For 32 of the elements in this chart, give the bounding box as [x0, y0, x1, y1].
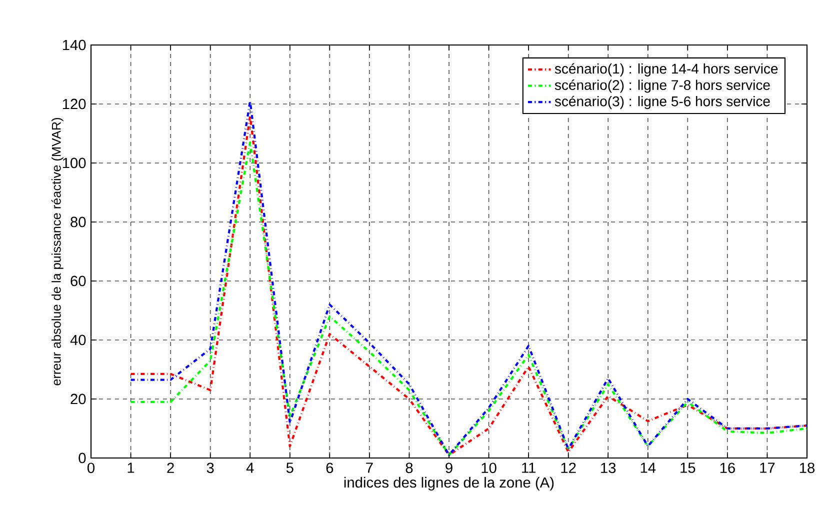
x-tick-label: 4	[246, 462, 254, 473]
y-tick-label: 0	[78, 452, 86, 464]
x-tick-label: 18	[800, 462, 815, 474]
legend-label: scénario(2) : ligne 7-8 hors service	[554, 80, 770, 93]
x-tick-label: 5	[286, 462, 294, 473]
x-tick-label: 12	[561, 462, 576, 473]
x-tick-label: 6	[326, 462, 334, 474]
x-tick-label: 16	[720, 462, 735, 474]
x-tick-label: 9	[446, 462, 452, 474]
x-tick-label: 8	[406, 462, 413, 474]
x-axis-title: indices des lignes de la zone (A)	[344, 476, 554, 491]
x-tick-label: 10	[482, 462, 496, 474]
y-tick-label: 140	[62, 40, 86, 50]
y-tick-label: 100	[62, 158, 86, 168]
y-tick-label: 120	[62, 98, 86, 110]
y-tick-label: 60	[70, 276, 86, 286]
legend-label: scénario(3) : ligne 5-6 hors service	[554, 96, 770, 110]
x-tick-label: 1	[128, 462, 134, 473]
x-tick-label: 17	[760, 462, 775, 473]
y-tick-label: 80	[70, 216, 86, 228]
legend-label: scénario(1) : ligne 14-4 hors service	[554, 63, 778, 76]
x-tick-label: 14	[640, 462, 656, 473]
x-tick-label: 0	[87, 462, 94, 474]
x-tick-label: 11	[522, 462, 536, 473]
y-tick-label: 40	[70, 334, 86, 346]
y-tick-label: 20	[70, 394, 86, 404]
y-axis-title: erreur absolue de la puissance réactive (MVAR)	[51, 118, 64, 386]
x-tick-label: 3	[206, 462, 214, 474]
x-tick-label: 7	[366, 462, 373, 473]
x-tick-label: 15	[680, 462, 696, 473]
x-tick-label: 2	[167, 462, 174, 473]
x-tick-label: 13	[601, 462, 616, 474]
